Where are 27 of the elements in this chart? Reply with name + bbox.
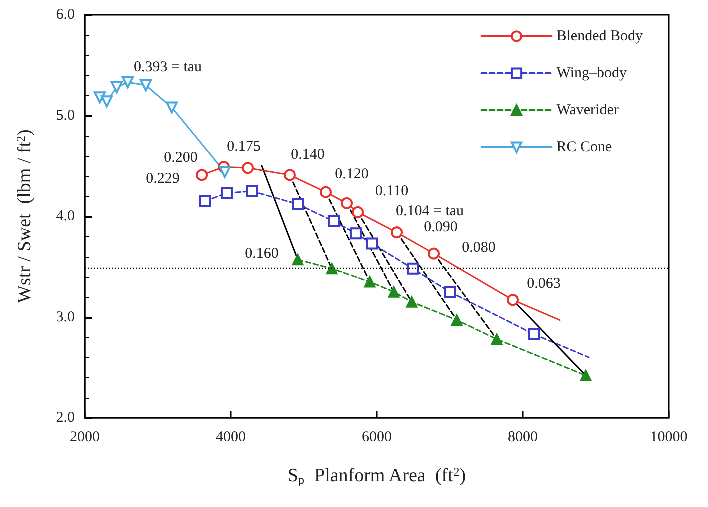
annotation: 0.229 <box>146 171 180 188</box>
x-tick-label: 2000 <box>70 430 100 446</box>
annotation: 0.393 = tau <box>134 60 203 76</box>
y-tick-label: 3.0 <box>56 309 75 326</box>
annotation: 0.080 <box>462 240 496 256</box>
annotation: 0.140 <box>291 147 325 164</box>
annotation: 0.063 <box>527 276 561 292</box>
y-tick-label: 2.0 <box>56 410 75 426</box>
x-tick-label: 10000 <box>650 430 688 446</box>
annotation: 0.104 = tau <box>396 203 465 220</box>
annotation: 0.110 <box>375 183 409 200</box>
annotation: 0.090 <box>424 220 458 236</box>
legend-label: Blended Body <box>556 28 644 44</box>
x-tick-label: 6000 <box>362 430 392 446</box>
y-axis-title: Wstr / Swet (lbm / ft2) <box>14 130 36 304</box>
y-tick-label: 4.0 <box>56 208 75 224</box>
x-tick-label: 8000 <box>508 430 538 446</box>
legend-label: RC Cone <box>556 140 613 156</box>
x-tick-label: 4000 <box>216 430 246 446</box>
legend-label: Waverider <box>556 102 619 118</box>
y-tick-label: 6.0 <box>56 7 75 23</box>
legend-label: Wing–body <box>556 66 628 82</box>
annotation: 0.160 <box>245 246 279 262</box>
annotation: 0.120 <box>335 166 369 182</box>
y-tick-label: 5.0 <box>56 108 75 124</box>
annotation: 0.200 <box>164 150 198 166</box>
annotation: 0.175 <box>227 139 261 156</box>
